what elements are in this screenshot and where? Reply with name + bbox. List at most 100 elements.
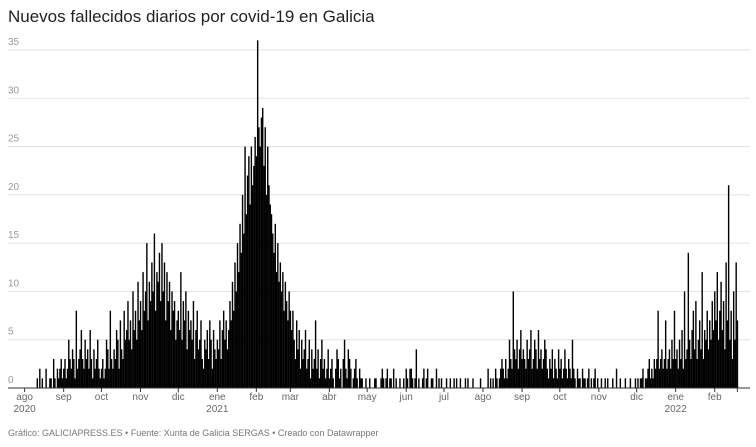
bar bbox=[680, 359, 682, 388]
bar bbox=[568, 359, 570, 388]
bar bbox=[319, 359, 322, 388]
bar bbox=[103, 378, 105, 388]
bar bbox=[94, 368, 96, 388]
bar bbox=[290, 330, 293, 388]
bar bbox=[76, 368, 79, 388]
bar bbox=[348, 359, 351, 388]
bar bbox=[672, 359, 674, 388]
bar bbox=[512, 291, 515, 388]
y-tick-label: 5 bbox=[8, 327, 14, 338]
bar bbox=[573, 368, 575, 388]
x-tick-label: dic bbox=[171, 392, 185, 403]
bar bbox=[521, 359, 523, 388]
bar bbox=[297, 349, 299, 388]
bar bbox=[696, 359, 698, 388]
bar bbox=[190, 320, 192, 388]
bar bbox=[668, 349, 671, 388]
bar bbox=[209, 320, 211, 388]
bar bbox=[671, 339, 673, 388]
bar bbox=[520, 330, 522, 388]
bar bbox=[251, 185, 254, 388]
bar bbox=[414, 378, 416, 388]
bar bbox=[549, 359, 551, 388]
bar bbox=[522, 349, 525, 388]
bar bbox=[578, 378, 580, 388]
bar bbox=[508, 339, 511, 388]
bar bbox=[676, 349, 678, 388]
bar bbox=[229, 301, 231, 388]
y-tick-label: 35 bbox=[8, 37, 20, 48]
bar bbox=[285, 301, 288, 388]
bar bbox=[554, 359, 556, 388]
y-tick-label: 30 bbox=[8, 85, 20, 96]
bar bbox=[63, 368, 65, 388]
bar bbox=[624, 378, 627, 388]
bar bbox=[695, 301, 697, 388]
bar bbox=[702, 359, 705, 388]
bar bbox=[653, 359, 656, 388]
bar bbox=[726, 320, 729, 388]
bar bbox=[569, 368, 571, 388]
bar bbox=[324, 378, 327, 388]
bar bbox=[432, 378, 434, 388]
bar bbox=[619, 378, 622, 388]
bar bbox=[221, 330, 224, 388]
bar bbox=[307, 359, 309, 388]
bar bbox=[304, 330, 307, 388]
bar bbox=[137, 281, 139, 388]
bar bbox=[594, 368, 596, 388]
bar bbox=[511, 368, 513, 388]
bar bbox=[503, 378, 506, 388]
bar bbox=[445, 378, 448, 388]
bar bbox=[224, 339, 226, 388]
bar bbox=[122, 359, 124, 388]
bar bbox=[395, 378, 397, 388]
bar bbox=[552, 378, 555, 388]
bar bbox=[289, 310, 292, 388]
bar bbox=[318, 378, 321, 388]
bar bbox=[133, 330, 135, 388]
bar bbox=[693, 349, 696, 388]
bar bbox=[173, 301, 176, 388]
x-tick-label: nov bbox=[590, 392, 607, 403]
bar bbox=[682, 368, 685, 388]
bar bbox=[313, 359, 316, 388]
bar bbox=[574, 378, 576, 388]
bar bbox=[386, 368, 389, 388]
bar bbox=[124, 339, 127, 388]
bar bbox=[185, 291, 187, 388]
y-tick-label: 0 bbox=[8, 375, 14, 386]
bar bbox=[112, 368, 114, 388]
bar bbox=[85, 359, 88, 388]
bar bbox=[214, 349, 216, 388]
bar bbox=[664, 320, 667, 388]
bar bbox=[472, 378, 474, 388]
bar bbox=[71, 349, 74, 388]
bar bbox=[356, 378, 358, 388]
bar bbox=[596, 378, 599, 388]
bar bbox=[160, 301, 162, 388]
bar bbox=[204, 339, 206, 388]
bar bbox=[255, 156, 258, 388]
bar bbox=[467, 378, 469, 388]
bar bbox=[516, 339, 518, 388]
bar bbox=[518, 349, 521, 388]
bar bbox=[75, 310, 78, 388]
bar bbox=[233, 310, 235, 388]
bar bbox=[83, 368, 85, 388]
bar bbox=[453, 378, 455, 388]
bar bbox=[52, 359, 55, 388]
bar bbox=[634, 378, 637, 388]
bar bbox=[176, 320, 178, 388]
bar bbox=[65, 378, 67, 388]
x-tick-label: ago 2020 bbox=[13, 392, 36, 415]
bar bbox=[527, 359, 530, 388]
bar bbox=[186, 349, 188, 388]
bar bbox=[675, 359, 677, 388]
x-tick-label: sep bbox=[55, 392, 72, 403]
bar bbox=[134, 310, 137, 388]
bar bbox=[731, 359, 734, 388]
bar bbox=[629, 378, 632, 388]
bar bbox=[489, 378, 492, 388]
bar bbox=[108, 368, 110, 388]
